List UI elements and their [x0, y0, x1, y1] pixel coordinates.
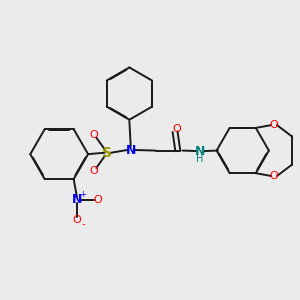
Text: S: S: [102, 146, 112, 160]
Text: O: O: [89, 130, 98, 140]
Text: O: O: [89, 166, 98, 176]
Text: O: O: [269, 171, 278, 181]
Text: O: O: [93, 195, 102, 205]
Text: H: H: [196, 154, 203, 164]
Text: O: O: [172, 124, 181, 134]
Text: N: N: [195, 145, 205, 158]
Text: O: O: [73, 215, 81, 225]
Text: N: N: [125, 143, 136, 157]
Text: -: -: [81, 220, 85, 230]
Text: N: N: [72, 193, 82, 206]
Text: +: +: [79, 190, 86, 199]
Text: O: O: [269, 120, 278, 130]
